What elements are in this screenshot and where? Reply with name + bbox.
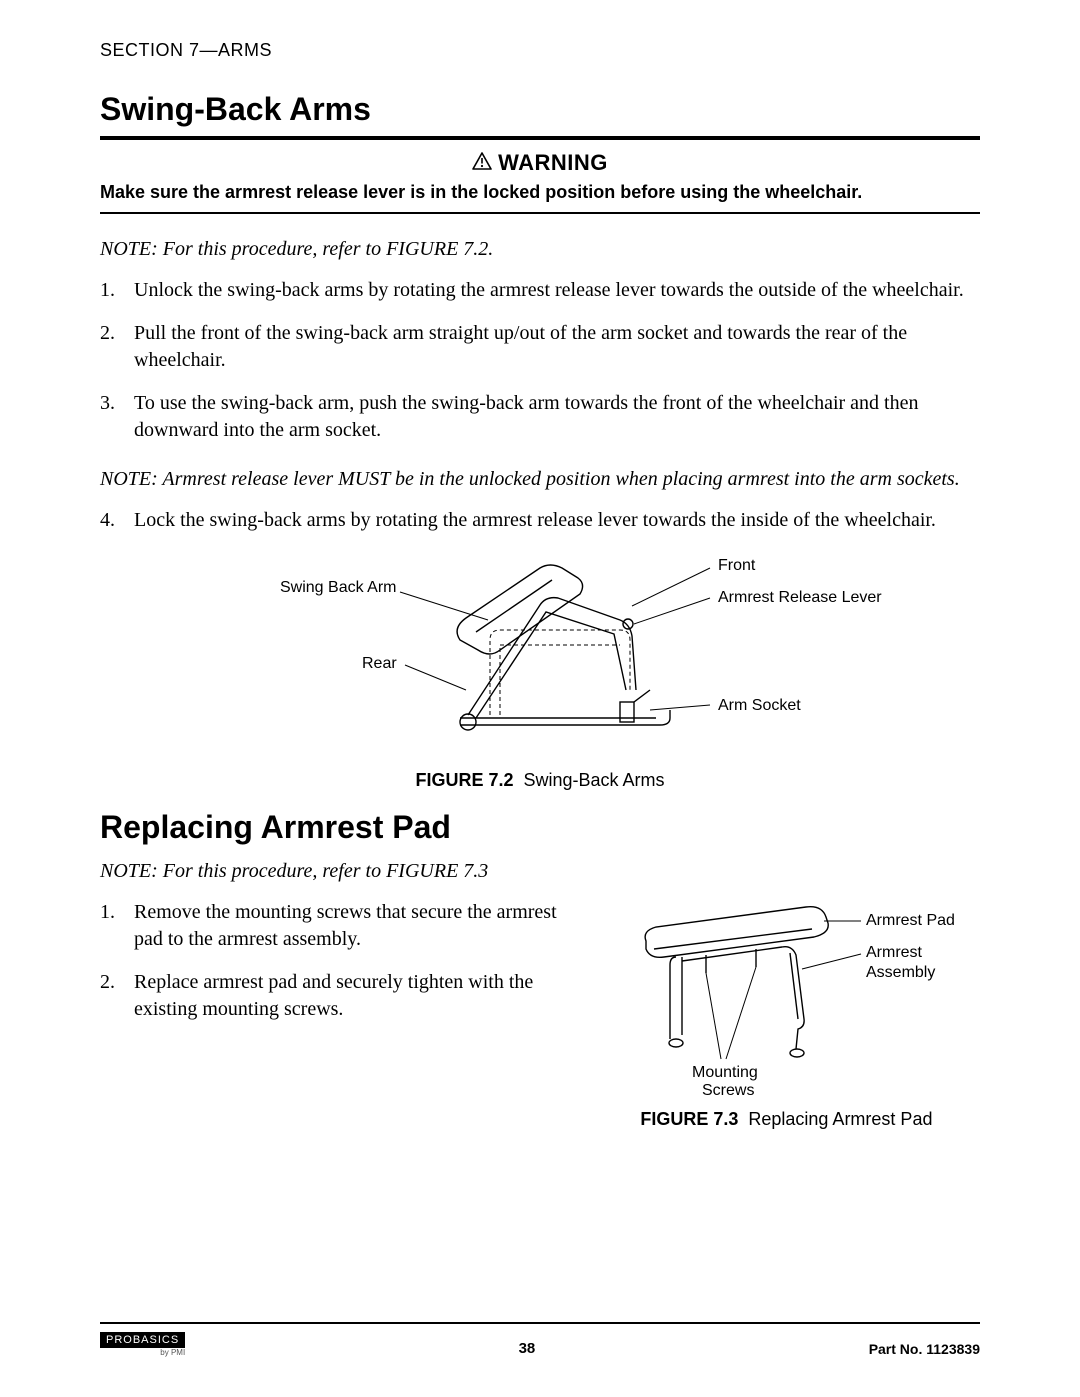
heading-swing-back: Swing-Back Arms: [100, 91, 980, 128]
page-number: 38: [519, 1340, 536, 1357]
figure-7-3: Armrest Pad Armrest Assembly Mounting Sc…: [593, 899, 980, 1130]
list-item: To use the swing-back arm, push the swin…: [100, 390, 980, 444]
label-armrest-assembly-2: Assembly: [866, 964, 935, 981]
list-item: Pull the front of the swing-back arm str…: [100, 320, 980, 374]
figure-7-3-caption: FIGURE 7.3 Replacing Armrest Pad: [593, 1109, 980, 1130]
label-arm-socket: Arm Socket: [718, 697, 801, 714]
label-front: Front: [718, 557, 756, 574]
caption-label: FIGURE 7.2: [415, 770, 513, 790]
caption-text: Replacing Armrest Pad: [748, 1109, 932, 1129]
note-1: NOTE: For this procedure, refer to FIGUR…: [100, 236, 980, 263]
note-3: NOTE: For this procedure, refer to FIGUR…: [100, 858, 980, 885]
rule-thin: [100, 212, 980, 214]
brand-logo: PROBASICS by PMI: [100, 1330, 185, 1357]
heading-replacing: Replacing Armrest Pad: [100, 809, 980, 846]
list-item: Lock the swing-back arms by rotating the…: [100, 507, 980, 534]
warning-label: WARNING: [498, 150, 608, 175]
steps-swing-back-cont: Lock the swing-back arms by rotating the…: [100, 507, 980, 534]
warning-heading: WARNING: [100, 150, 980, 176]
figure-7-2: Swing Back Arm Rear Front Armrest Releas…: [100, 550, 980, 791]
steps-swing-back: Unlock the swing-back arms by rotating t…: [100, 277, 980, 444]
label-rear: Rear: [362, 655, 397, 672]
steps-replacing: Remove the mounting screws that secure t…: [100, 899, 563, 1023]
list-item: Unlock the swing-back arms by rotating t…: [100, 277, 980, 304]
rule-thick: [100, 136, 980, 140]
list-item: Replace armrest pad and securely tighten…: [100, 969, 563, 1023]
label-mounting-2: Screws: [702, 1082, 754, 1099]
warning-icon: [472, 150, 492, 176]
caption-label: FIGURE 7.3: [640, 1109, 738, 1129]
label-mounting-1: Mounting: [692, 1064, 758, 1081]
page-footer: PROBASICS by PMI 38 Part No. 1123839: [100, 1322, 980, 1357]
section-header: SECTION 7—ARMS: [100, 40, 980, 61]
label-armrest-assembly-1: Armrest: [866, 944, 923, 961]
figure-7-2-caption: FIGURE 7.2 Swing-Back Arms: [100, 770, 980, 791]
warning-text: Make sure the armrest release lever is i…: [100, 180, 980, 204]
footer-rule: [100, 1322, 980, 1324]
part-number: Part No. 1123839: [869, 1341, 980, 1357]
note-2: NOTE: Armrest release lever MUST be in t…: [100, 466, 980, 493]
label-release-lever: Armrest Release Lever: [718, 589, 882, 606]
brand-sub: by PMI: [100, 1348, 185, 1357]
list-item: Remove the mounting screws that secure t…: [100, 899, 563, 953]
label-swing-arm: Swing Back Arm: [280, 579, 396, 596]
label-armrest-pad: Armrest Pad: [866, 912, 955, 929]
brand-name: PROBASICS: [100, 1332, 185, 1348]
caption-text: Swing-Back Arms: [524, 770, 665, 790]
